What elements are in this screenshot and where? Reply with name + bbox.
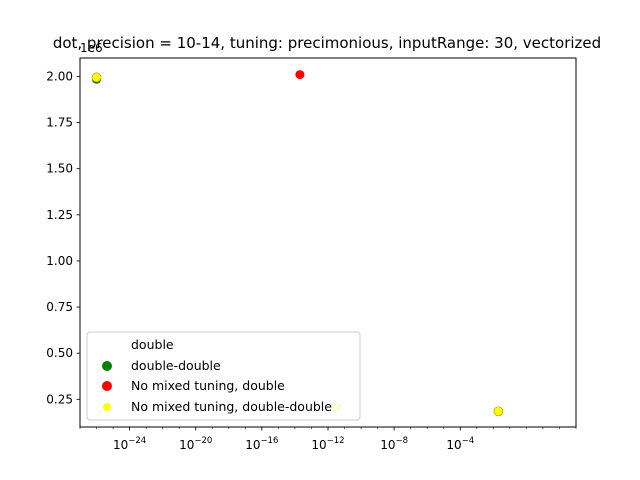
x-tick-label: 10−8 <box>380 436 408 452</box>
y-tick-label: 1.00 <box>46 254 73 268</box>
legend-marker-double-double <box>102 361 112 371</box>
x-tick-label: 10−24 <box>113 436 146 452</box>
data-point <box>295 70 305 80</box>
y-offset-label: 1e6 <box>80 41 103 55</box>
chart-title: dot, precision = 10-14, tuning: precimon… <box>53 34 601 52</box>
x-tick-label: 10−16 <box>245 436 278 452</box>
legend-label-no-mixed-double: No mixed tuning, double <box>131 378 285 393</box>
x-tick-label: 10−20 <box>179 436 212 452</box>
plot-frame <box>79 57 577 428</box>
legend-label-double-double: double-double <box>131 358 221 373</box>
y-tick-label: 0.75 <box>46 300 73 314</box>
x-tick-label: 10−4 <box>446 436 474 452</box>
y-tick-label: 2.00 <box>46 69 73 83</box>
legend: double double-double No mixed tuning, do… <box>86 331 361 421</box>
y-tick-label: 1.25 <box>46 208 73 222</box>
x-tick-label: 10−12 <box>311 436 344 452</box>
y-tick-label: 0.25 <box>46 392 73 406</box>
y-tick-label: 1.50 <box>46 162 73 176</box>
data-point <box>493 406 504 417</box>
y-tick-label: 1.75 <box>46 116 73 130</box>
data-point <box>91 72 102 83</box>
y-tick-label: 0.50 <box>46 346 73 360</box>
legend-marker-no-mixed-double-double <box>103 403 111 411</box>
legend-marker-no-mixed-double <box>102 381 112 391</box>
legend-box <box>86 331 361 421</box>
legend-label-no-mixed-double-double: No mixed tuning, double-double <box>131 399 332 414</box>
legend-header: double <box>131 337 174 352</box>
axis-ticks: 10−24 10−20 10−16 10−12 10−8 10−4 2.00 1.75 1.50… <box>46 69 577 452</box>
